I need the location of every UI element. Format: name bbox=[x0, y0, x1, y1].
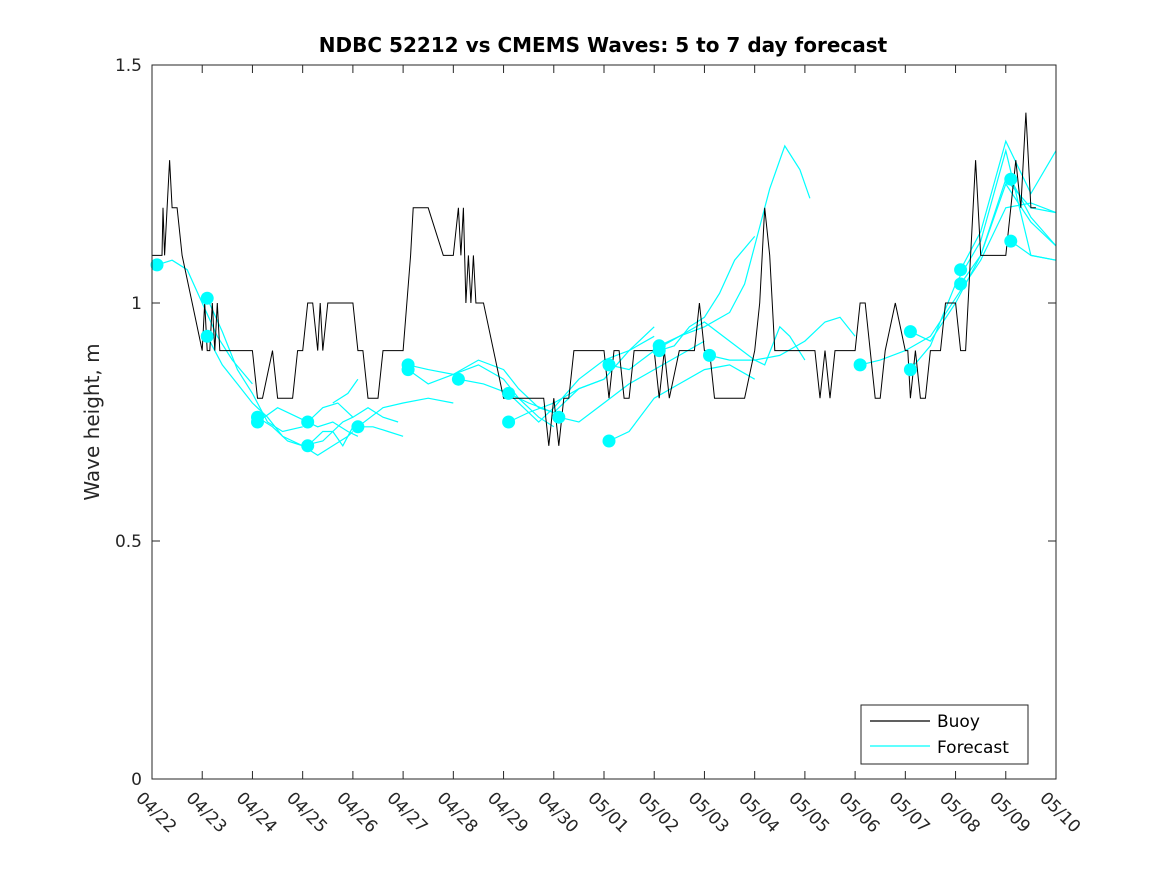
x-tick-label: 05/08 bbox=[935, 788, 984, 837]
forecast-start-marker bbox=[200, 291, 214, 305]
forecast-start-marker bbox=[1004, 172, 1018, 186]
forecast-start-marker bbox=[301, 439, 315, 453]
forecast-start-marker bbox=[251, 415, 264, 429]
buoy-line bbox=[152, 112, 1036, 446]
x-tick-label: 05/07 bbox=[885, 788, 934, 837]
forecast-line-0 bbox=[156, 259, 253, 385]
forecast-start-marker bbox=[954, 277, 968, 291]
forecast-start-marker bbox=[502, 386, 516, 400]
y-axis-label: Wave height, m bbox=[80, 343, 104, 500]
forecast-start-marker bbox=[903, 363, 917, 377]
x-tick-label: 05/01 bbox=[583, 788, 632, 837]
x-tick-label: 05/03 bbox=[684, 788, 733, 837]
x-tick-label: 04/28 bbox=[433, 788, 482, 837]
legend-forecast-label: Forecast bbox=[937, 738, 1009, 758]
forecast-line-16 bbox=[608, 364, 755, 442]
series-layer bbox=[150, 112, 1057, 457]
forecast-start-marker bbox=[451, 372, 465, 386]
y-tick-label: 0.5 bbox=[115, 532, 142, 552]
forecast-start-marker bbox=[652, 344, 666, 358]
forecast-start-marker bbox=[552, 410, 566, 424]
forecast-start-marker bbox=[401, 358, 415, 372]
forecast-line-9 bbox=[357, 397, 454, 428]
forecast-line-19 bbox=[659, 236, 756, 352]
forecast-line-18 bbox=[658, 144, 811, 347]
forecast-line-5 bbox=[307, 402, 399, 423]
x-tick-label: 04/25 bbox=[282, 788, 331, 837]
x-tick-label: 05/10 bbox=[1035, 788, 1084, 837]
forecast-line-13 bbox=[508, 335, 655, 423]
x-tick-label: 05/04 bbox=[734, 788, 783, 837]
forecast-line-1 bbox=[206, 297, 303, 433]
forecast-line-11 bbox=[407, 359, 554, 414]
x-tick-label: 04/27 bbox=[383, 788, 432, 837]
forecast-line-24 bbox=[960, 139, 1057, 270]
forecast-start-marker bbox=[602, 434, 616, 448]
forecast-line-17 bbox=[608, 321, 806, 371]
forecast-start-marker bbox=[301, 415, 315, 429]
x-tick-label: 04/24 bbox=[232, 788, 281, 837]
forecast-start-marker bbox=[703, 348, 716, 362]
legend: Buoy Forecast bbox=[860, 704, 1029, 765]
forecast-start-marker bbox=[200, 329, 214, 343]
forecast-start-marker bbox=[602, 358, 616, 372]
forecast-line-20 bbox=[709, 316, 856, 361]
forecast-line-27 bbox=[1010, 240, 1057, 261]
x-tick-label: 05/05 bbox=[784, 788, 833, 837]
forecast-start-marker bbox=[351, 420, 365, 434]
x-tick-label: 04/22 bbox=[131, 788, 180, 837]
y-tick-label: 1 bbox=[131, 294, 142, 314]
forecast-line-26 bbox=[1010, 178, 1057, 247]
forecast-line-15 bbox=[558, 340, 705, 423]
y-tick-label: 1.5 bbox=[115, 56, 142, 76]
forecast-start-marker bbox=[150, 258, 164, 272]
chart-title: NDBC 52212 vs CMEMS Waves: 5 to 7 day fo… bbox=[319, 33, 888, 57]
forecast-line-4 bbox=[257, 407, 359, 437]
forecast-line-21 bbox=[859, 202, 1057, 366]
x-tick-label: 04/29 bbox=[483, 788, 532, 837]
forecast-start-marker bbox=[853, 358, 867, 372]
x-tick-label: 04/23 bbox=[182, 788, 231, 837]
forecast-line-6 bbox=[307, 426, 354, 447]
y-tick-label: 0 bbox=[131, 770, 142, 790]
x-tick-label: 05/06 bbox=[835, 788, 884, 837]
forecast-start-marker bbox=[903, 325, 917, 339]
legend-buoy-label: Buoy bbox=[937, 712, 980, 732]
forecast-start-marker bbox=[954, 263, 968, 277]
x-tick-label: 04/30 bbox=[533, 788, 582, 837]
forecast-line-14 bbox=[508, 326, 655, 423]
forecast-line-8 bbox=[357, 426, 404, 437]
x-tick-label: 04/26 bbox=[332, 788, 381, 837]
x-tick-label: 05/09 bbox=[985, 788, 1034, 837]
forecast-line-10 bbox=[407, 364, 555, 428]
forecast-start-marker bbox=[502, 415, 516, 429]
forecast-line-7 bbox=[332, 378, 359, 404]
x-tick-label: 05/02 bbox=[634, 788, 683, 837]
plot-area bbox=[152, 65, 1056, 779]
legend-box bbox=[860, 704, 1029, 765]
forecast-start-marker bbox=[1004, 234, 1018, 248]
